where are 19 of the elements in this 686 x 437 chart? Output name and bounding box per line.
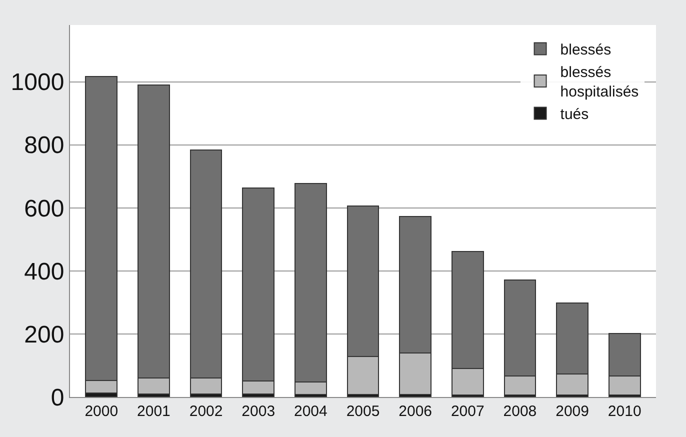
x-tick-label: 2009 <box>556 403 589 420</box>
y-tick-label: 800 <box>24 132 64 160</box>
legend-label: blessés <box>560 42 612 59</box>
x-tick-label: 2002 <box>189 403 223 420</box>
x-tick-label: 2000 <box>84 403 118 420</box>
x-tick-label: 2008 <box>503 403 537 420</box>
y-tick-label: 0 <box>50 384 64 412</box>
y-tick-label: 200 <box>24 321 64 348</box>
y-tick-label: 400 <box>24 258 64 286</box>
x-tick-label: 2010 <box>608 403 642 420</box>
x-tick-label: 2004 <box>294 403 328 420</box>
x-tick-label: 2006 <box>398 403 432 420</box>
x-tick-label: 2001 <box>137 403 170 420</box>
y-tick-label: 600 <box>24 195 64 222</box>
y-tick-label: 1000 <box>10 69 64 96</box>
x-tick-label: 2003 <box>242 403 276 420</box>
x-tick-label: 2007 <box>450 403 484 420</box>
x-tick-label: 2005 <box>346 403 380 420</box>
legend-label: tués <box>560 106 589 124</box>
